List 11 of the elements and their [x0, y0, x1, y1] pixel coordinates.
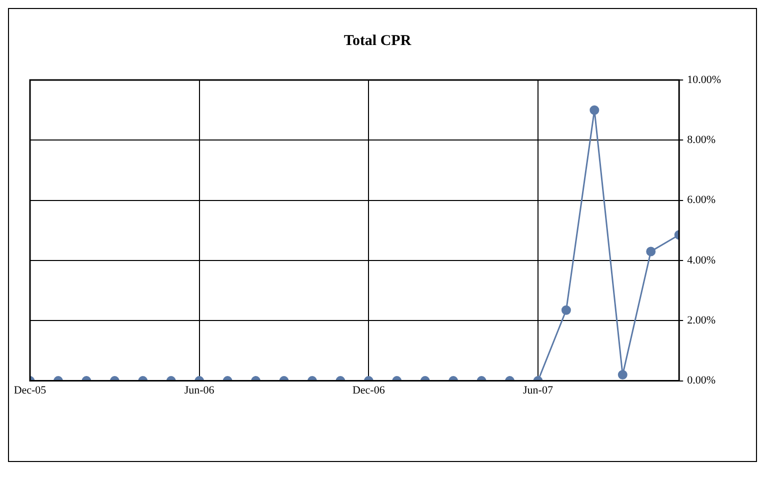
x-tick-label: Jun-06 [184, 384, 215, 396]
x-tick-label: Dec-06 [352, 384, 386, 396]
x-tick-label: Jun-07 [523, 384, 554, 396]
y-tick-label: 2.00% [687, 314, 716, 327]
chart-title: Total CPR [344, 32, 412, 49]
y-tick-label: 6.00% [687, 194, 716, 206]
x-tick-label: Dec-05 [14, 384, 47, 396]
y-tick-label: 0.00% [687, 374, 716, 387]
y-tick-label: 8.00% [687, 134, 716, 146]
y-tick-label: 4.00% [687, 254, 716, 266]
y-tick-label: 10.00% [687, 74, 722, 86]
